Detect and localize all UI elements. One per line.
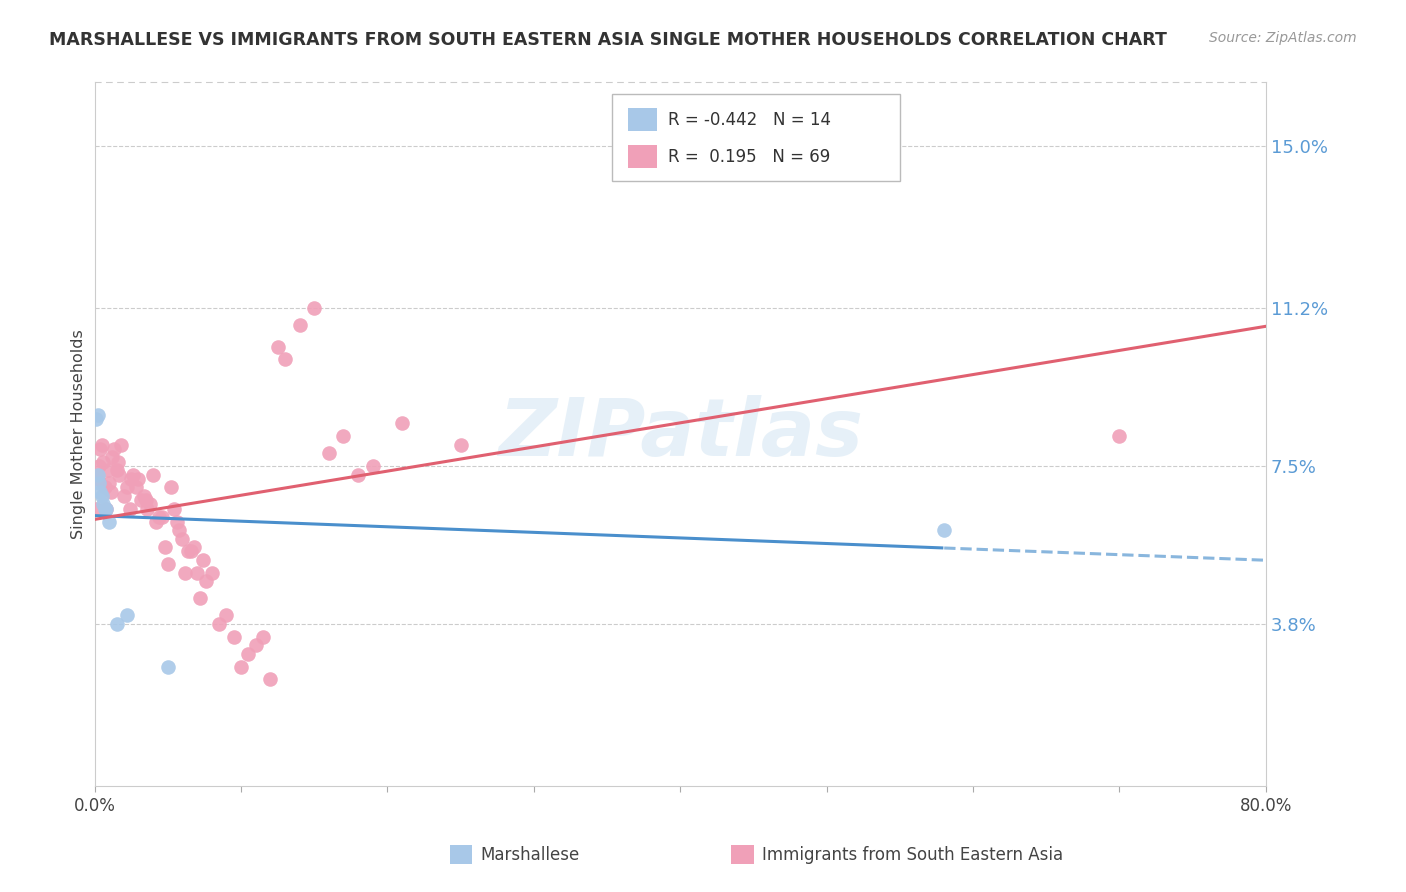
Point — [180, 544, 202, 558]
Point — [699, 147, 721, 161]
Point — [177, 544, 200, 558]
Text: Immigrants from South Eastern Asia: Immigrants from South Eastern Asia — [762, 846, 1063, 863]
Point — [266, 339, 288, 353]
Point — [93, 455, 115, 469]
Point — [90, 438, 112, 452]
Point — [105, 463, 128, 477]
Point — [98, 476, 121, 491]
Point — [96, 501, 118, 516]
Point — [135, 493, 157, 508]
Point — [90, 489, 112, 503]
Point — [142, 467, 165, 482]
Point — [118, 501, 141, 516]
Point — [172, 532, 194, 546]
Point — [188, 591, 211, 606]
Point — [103, 442, 125, 456]
Point — [162, 501, 184, 516]
Text: Marshallese: Marshallese — [481, 846, 581, 863]
Point — [93, 498, 115, 512]
Point — [89, 442, 111, 456]
Y-axis label: Single Mother Households: Single Mother Households — [72, 329, 86, 539]
Point — [134, 489, 156, 503]
Point — [121, 467, 143, 482]
Point — [115, 480, 138, 494]
Point — [110, 438, 132, 452]
Text: R =  0.195   N = 69: R = 0.195 N = 69 — [668, 147, 830, 166]
Point — [166, 515, 188, 529]
Point — [105, 616, 128, 631]
Point — [97, 463, 120, 477]
Point — [108, 467, 131, 482]
Point — [112, 489, 135, 503]
Text: MARSHALLESE VS IMMIGRANTS FROM SOUTH EASTERN ASIA SINGLE MOTHER HOUSEHOLDS CORRE: MARSHALLESE VS IMMIGRANTS FROM SOUTH EAS… — [49, 31, 1167, 49]
Point — [150, 510, 173, 524]
Point — [131, 493, 153, 508]
Point — [101, 450, 124, 465]
Point — [450, 438, 472, 452]
Point — [89, 484, 111, 499]
Point — [148, 510, 170, 524]
Point — [145, 515, 167, 529]
Point — [1108, 429, 1130, 443]
Point — [87, 476, 110, 491]
Point — [100, 484, 122, 499]
Text: ZIPatlas: ZIPatlas — [498, 395, 863, 473]
Point — [259, 673, 281, 687]
Point — [932, 523, 955, 537]
Point — [84, 412, 107, 426]
Point — [139, 498, 162, 512]
Point — [186, 566, 208, 580]
Point — [201, 566, 224, 580]
Point — [98, 515, 121, 529]
Point — [86, 408, 108, 422]
Point — [84, 501, 107, 516]
Point — [347, 467, 370, 482]
Point — [288, 318, 311, 333]
Point — [115, 608, 138, 623]
Point — [391, 417, 413, 431]
Point — [215, 608, 238, 623]
Text: R = -0.442   N = 14: R = -0.442 N = 14 — [668, 111, 831, 128]
Point — [124, 480, 146, 494]
Point — [302, 301, 325, 315]
Point — [222, 630, 245, 644]
Point — [86, 467, 108, 482]
Point — [153, 540, 176, 554]
Point — [107, 455, 129, 469]
Point — [332, 429, 354, 443]
Point — [318, 446, 340, 460]
Point — [86, 472, 108, 486]
Point — [156, 659, 179, 673]
Point — [183, 540, 205, 554]
Point — [96, 501, 118, 516]
Point — [274, 352, 297, 367]
Point — [136, 501, 159, 516]
Point — [169, 523, 191, 537]
Text: Source: ZipAtlas.com: Source: ZipAtlas.com — [1209, 31, 1357, 45]
Point — [361, 458, 384, 473]
Point — [194, 574, 217, 589]
Point — [245, 638, 267, 652]
Point — [229, 659, 252, 673]
Point — [94, 501, 117, 516]
Point — [208, 616, 231, 631]
Point — [94, 480, 117, 494]
Point — [120, 472, 142, 486]
Point — [87, 458, 110, 473]
Point — [238, 647, 260, 661]
Point — [156, 558, 179, 572]
Point — [174, 566, 197, 580]
Point — [159, 480, 181, 494]
Point — [191, 553, 214, 567]
Point — [252, 630, 274, 644]
Point — [128, 472, 150, 486]
